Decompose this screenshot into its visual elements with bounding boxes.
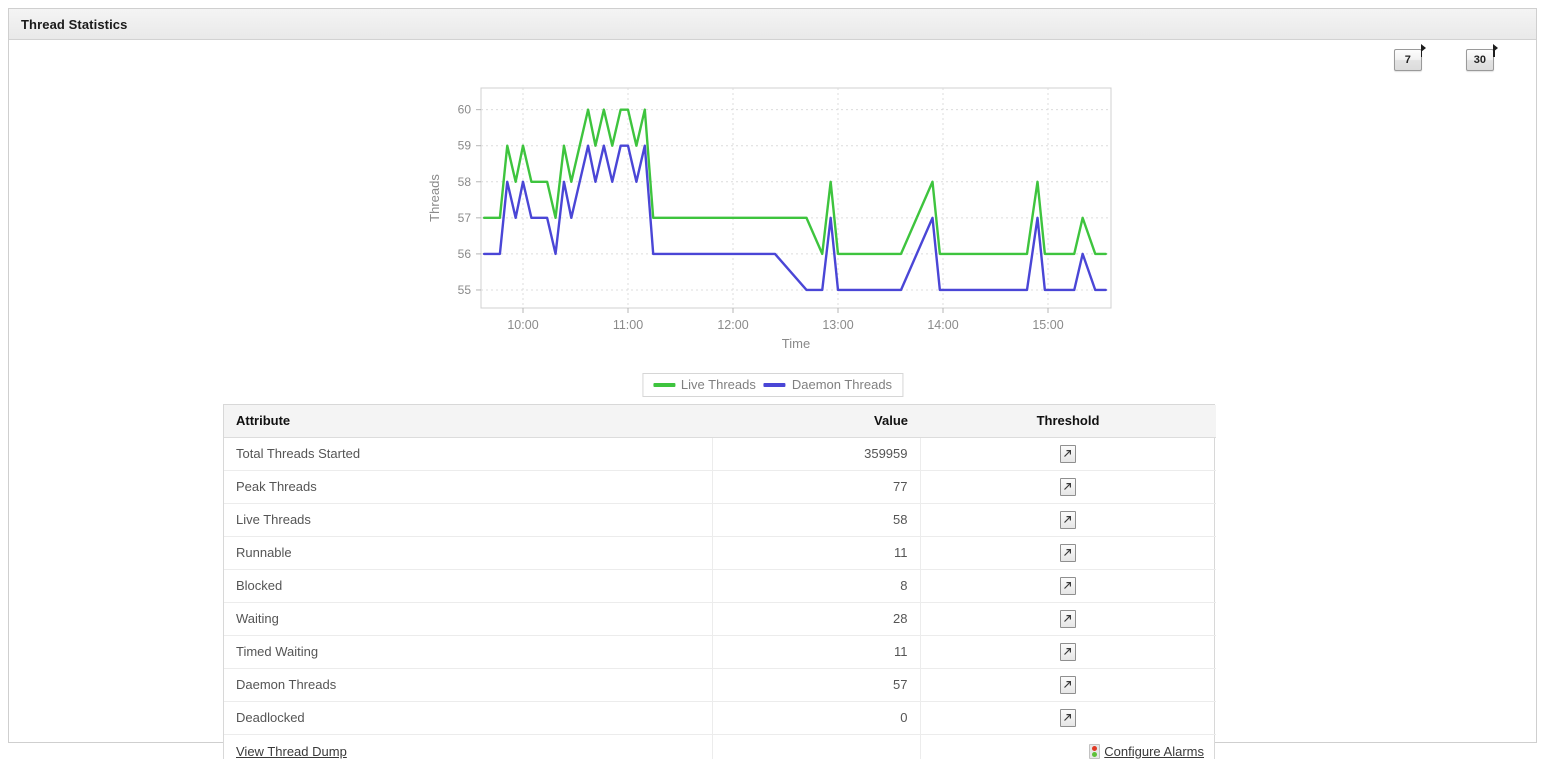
cell-attribute: Runnable [224,536,713,570]
svg-text:55: 55 [457,283,471,297]
cell-attribute: Blocked [224,569,713,603]
svg-text:59: 59 [457,139,471,153]
cell-value: 11 [712,635,921,669]
threshold-edit-button[interactable] [1060,675,1077,694]
cell-value: 8 [712,569,921,603]
table-body: Total Threads Started 359959 Peak Threads 7… [224,437,1216,735]
footer-middle-cell [712,734,921,759]
table-footer-row: View Thread Dump Configure Alarms [224,734,1216,759]
svg-text:11:00: 11:00 [612,318,642,332]
cell-value: 77 [712,470,921,504]
svg-text:58: 58 [457,175,471,189]
chart-legend: Live Threads Daemon Threads [641,373,904,397]
table-row: Waiting 28 [224,602,1216,636]
legend-item-live-threads: Live Threads [652,377,756,392]
thread-statistics-panel: Thread Statistics 7 30 55 56 57 58 59 60 10:00… [8,8,1537,759]
cell-threshold [920,602,1216,636]
svg-text:13:00: 13:00 [822,318,853,332]
cell-value: 11 [712,536,921,570]
threshold-edit-button[interactable] [1060,642,1077,661]
legend-item-daemon-threads: Daemon Threads [763,377,893,392]
range-7-label: 7 [1404,54,1411,66]
cell-attribute: Live Threads [224,503,713,537]
cell-value: 0 [712,701,921,735]
cell-value: 57 [712,668,921,702]
range-30-button[interactable]: 30 [1465,44,1498,71]
threshold-edit-button[interactable] [1060,477,1077,496]
cell-value: 359959 [712,437,921,471]
legend-swatch-daemon-threads [763,382,786,387]
legend-swatch-live-threads [652,382,675,387]
range-7-button[interactable]: 7 [1393,44,1426,71]
cell-attribute: Timed Waiting [224,635,713,669]
thread-chart: 55 56 57 58 59 60 10:00 11:00 12:00 13:00 14:00 15:… [9,80,1536,400]
cell-threshold [920,503,1216,537]
threshold-edit-button[interactable] [1060,576,1077,595]
panel-header: Thread Statistics [9,9,1536,40]
flag-icon [1420,44,1426,57]
cell-threshold [920,668,1216,702]
table-row: Live Threads 58 [224,503,1216,537]
svg-text:12:00: 12:00 [717,318,748,332]
column-header-attribute: Attribute [224,405,712,438]
cell-attribute: Daemon Threads [224,668,713,702]
svg-text:Threads: Threads [427,174,442,222]
svg-text:57: 57 [457,211,471,225]
cell-threshold [920,635,1216,669]
cell-threshold [920,569,1216,603]
footer-right-cell: Configure Alarms [920,734,1216,759]
panel-body: 7 30 55 56 57 58 59 60 10:00 11:00 12:00 13:00 14:… [9,40,1536,759]
legend-label-live-threads: Live Threads [680,377,756,392]
table-row: Total Threads Started 359959 [224,437,1216,471]
view-thread-dump-link[interactable]: View Thread Dump [236,743,347,759]
cell-attribute: Deadlocked [224,701,713,735]
threshold-edit-button[interactable] [1060,510,1077,529]
threshold-edit-button[interactable] [1060,543,1077,562]
table-header-row: Attribute Value Threshold [224,405,1216,438]
table-row: Timed Waiting 11 [224,635,1216,669]
svg-text:Time: Time [781,336,809,351]
cell-threshold [920,701,1216,735]
table-row: Blocked 8 [224,569,1216,603]
traffic-light-icon [1089,743,1101,759]
cell-attribute: Waiting [224,602,713,636]
flag-icon [1493,44,1498,57]
svg-text:10:00: 10:00 [507,318,538,332]
page-title: Thread Statistics [21,16,128,32]
table-row: Deadlocked 0 [224,701,1216,735]
svg-text:15:00: 15:00 [1032,318,1063,332]
cell-value: 58 [712,503,921,537]
range-30-label: 30 [1473,54,1486,66]
threshold-edit-button[interactable] [1060,444,1077,463]
cell-threshold [920,536,1216,570]
cell-value: 28 [712,602,921,636]
column-header-value: Value [712,405,920,438]
svg-text:60: 60 [457,103,471,117]
legend-label-daemon-threads: Daemon Threads [791,377,893,392]
footer-left-cell: View Thread Dump [224,734,713,759]
column-header-threshold: Threshold [920,405,1216,438]
configure-alarms-link[interactable]: Configure Alarms [1104,743,1204,759]
table-row: Peak Threads 77 [224,470,1216,504]
threshold-edit-button[interactable] [1060,609,1077,628]
thread-chart-svg: 55 56 57 58 59 60 10:00 11:00 12:00 13:00 14:00 15:… [427,87,1111,351]
cell-attribute: Peak Threads [224,470,713,504]
thread-stats-table: Attribute Value Threshold Total Threads … [223,404,1216,759]
range-button-group: 7 30 [1350,44,1498,71]
cell-threshold [920,437,1216,471]
svg-text:56: 56 [457,247,471,261]
table-row: Daemon Threads 57 [224,668,1216,702]
cell-threshold [920,470,1216,504]
table-row: Runnable 11 [224,536,1216,570]
threshold-edit-button[interactable] [1060,708,1077,727]
cell-attribute: Total Threads Started [224,437,713,471]
svg-text:14:00: 14:00 [927,318,958,332]
